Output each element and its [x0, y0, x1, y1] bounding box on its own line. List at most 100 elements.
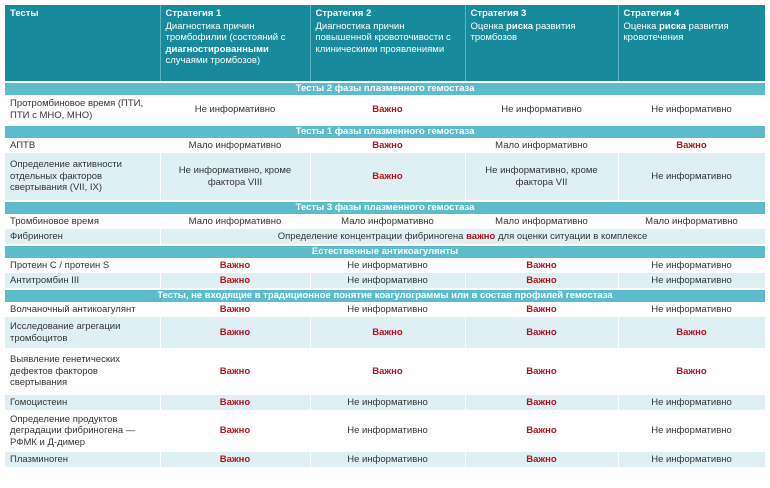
assessment-strategy-2: Важно: [310, 348, 466, 395]
assessment-strategy-1: Не информативно: [160, 95, 311, 125]
section-row: Тесты, не входящие в традиционное поняти…: [5, 288, 765, 302]
header-strategy-4: Стратегия 4 Оценка риска развития кровоте…: [618, 5, 765, 82]
assessment-strategy-3: Мало информативно: [465, 138, 619, 153]
test-name: Исследование агрегации тромбоцитов: [5, 317, 161, 348]
strategy-name: Стратегия 2: [315, 8, 372, 19]
text-part: Оценка: [623, 20, 660, 32]
text-part: развития кровотечения: [623, 20, 729, 44]
assessment-strategy-3: Важно: [465, 348, 619, 395]
section-title: Тесты 1 фазы плазменного гемостаза: [5, 124, 765, 138]
assessment-strategy-4: Не информативно: [618, 302, 766, 317]
section-row: Естественные антикоагулянты: [5, 244, 765, 258]
assessment-strategy-2: Не информативно: [310, 410, 466, 452]
section-row: Тесты 2 фазы плазменного гемостаза: [5, 81, 765, 95]
table-row: Волчаночный антикоагулянт Важно Не информа…: [5, 302, 766, 317]
test-name: Волчаночный антикоагулянт: [5, 302, 161, 317]
assessment-strategy-4: Не информативно: [618, 258, 766, 273]
assessment-strategy-2: Не информативно: [310, 258, 466, 273]
strategy-description: Диагностика причин повышенной кровоточив…: [316, 21, 451, 55]
assessment-strategy-1: Мало информативно: [160, 214, 311, 229]
assessment-strategy-3: Не информативно, кроме фактора VII: [465, 153, 619, 201]
test-name: АПТВ: [5, 138, 161, 153]
assessment-strategy-3: Важно: [465, 452, 619, 467]
table-row: Тромбиновое время Мало информативно Мало и…: [5, 214, 766, 229]
table-row: АПТВ Мало информативно Важно Мало информати…: [5, 138, 766, 153]
strategy-name: Стратегия 3: [470, 8, 527, 19]
strategy-name: Стратегия 4: [623, 8, 680, 19]
test-name: Тромбиновое время: [5, 214, 161, 229]
text-part: Оценка: [470, 20, 507, 32]
table-row: Выявление генетических дефектов факторов…: [5, 348, 766, 395]
assessment-strategy-3: Не информативно: [465, 95, 619, 125]
emphasis-text: риска: [506, 20, 534, 32]
assessment-strategy-4: Не информативно: [618, 410, 766, 452]
test-name: Протромбиновое время (ПТИ, ПТИ с МНО, МН…: [5, 95, 161, 125]
assessment-strategy-2: Важно: [310, 95, 466, 125]
strategy-description: Оценка риска развития тромбозов: [471, 21, 576, 44]
assessment-strategy-2: Важно: [310, 317, 466, 348]
table-row: Плазминоген Важно Не информативно Важно Не и…: [5, 452, 766, 467]
assessment-strategy-1: Важно: [160, 348, 311, 395]
assessment-strategy-2: Не информативно: [310, 395, 466, 410]
assessment-strategy-2: Важно: [310, 138, 466, 153]
test-name: Антитромбин III: [5, 273, 161, 289]
test-name: Плазминоген: [5, 452, 161, 467]
assessment-strategy-1: Важно: [160, 273, 311, 289]
assessment-strategy-4: Не информативно: [618, 395, 766, 410]
text-part: развития тромбозов: [470, 20, 576, 44]
assessment-strategy-4: Важно: [618, 138, 766, 153]
test-name: Гомоцистеин: [5, 395, 161, 410]
test-name: Выявление генетических дефектов факторов…: [5, 348, 161, 395]
table-row: Определение активности отдельных факторо…: [5, 153, 766, 201]
table-row: Протромбиновое время (ПТИ, ПТИ с МНО, МН…: [5, 95, 766, 125]
header-tests: Тесты: [5, 5, 161, 82]
assessment-strategy-2: Не информативно: [310, 452, 466, 467]
table-row: Гомоцистеин Важно Не информативно Важно Не и…: [5, 395, 766, 410]
test-name: Определение активности отдельных факторо…: [5, 153, 161, 201]
section-title: Тесты 2 фазы плазменного гемостаза: [5, 81, 765, 95]
assessment-strategy-3: Мало информативно: [465, 214, 619, 229]
text-part: Диагностика причин тромбофилии (состояни…: [165, 20, 286, 44]
combined-assessment: Определение концентрации фибриногена важ…: [160, 229, 766, 245]
assessment-strategy-1: Мало информативно: [160, 138, 311, 153]
assessment-strategy-4: Не информативно: [618, 95, 766, 125]
assessment-strategy-3: Важно: [465, 395, 619, 410]
assessment-strategy-1: Важно: [160, 317, 311, 348]
section-title: Тесты, не входящие в традиционное поняти…: [5, 288, 765, 302]
text-part: Диагностика причин повышенной кровоточив…: [315, 20, 451, 55]
assessment-strategy-4: Мало информативно: [618, 214, 766, 229]
assessment-strategy-2: Важно: [310, 153, 466, 201]
assessment-strategy-3: Важно: [465, 258, 619, 273]
assessment-strategy-2: Не информативно: [310, 273, 466, 289]
table-row: Исследование агрегации тромбоцитов Важно В…: [5, 317, 766, 348]
test-name: Протеин C / протеин S: [5, 258, 161, 273]
assessment-strategy-4: Не информативно: [618, 273, 766, 289]
assessment-strategy-2: Мало информативно: [310, 214, 466, 229]
assessment-strategy-1: Важно: [160, 258, 311, 273]
assessment-strategy-3: Важно: [465, 317, 619, 348]
header-strategy-1: Стратегия 1 Диагностика причин тромбофили…: [160, 5, 311, 82]
text-part: для оценки ситуации в комплексе: [495, 230, 648, 242]
assessment-strategy-4: Важно: [618, 348, 766, 395]
header-row: Тесты Стратегия 1 Диагностика причин тром…: [5, 5, 765, 82]
assessment-strategy-4: Не информативно: [618, 153, 766, 201]
strategy-name: Стратегия 1: [165, 8, 222, 19]
assessment-strategy-1: Важно: [160, 302, 311, 317]
table-row: Протеин C / протеин S Важно Не информативн…: [5, 258, 766, 273]
strategy-description: Диагностика причин тромбофилии (состояни…: [166, 21, 286, 67]
section-title: Тесты 3 фазы плазменного гемостаза: [5, 200, 765, 214]
assessment-strategy-3: Важно: [465, 410, 619, 452]
text-part: Определение концентрации фибриногена: [277, 230, 467, 242]
assessment-strategy-3: Важно: [465, 273, 619, 289]
strategy-description: Оценка риска развития кровотечения: [624, 21, 729, 44]
emphasis-text: важно: [466, 230, 496, 242]
assessment-strategy-4: Важно: [618, 317, 766, 348]
emphasis-text: диагностированными: [165, 43, 269, 55]
assessment-strategy-3: Важно: [465, 302, 619, 317]
table-row: Антитромбин III Важно Не информативно Важно…: [5, 273, 766, 289]
assessment-strategy-1: Не информативно, кроме фактора VIII: [160, 153, 311, 201]
assessment-strategy-2: Не информативно: [310, 302, 466, 317]
test-name: Фибриноген: [5, 229, 161, 245]
table-body: Тесты 2 фазы плазменного гемостаза Протро…: [5, 81, 766, 467]
section-title: Естественные антикоагулянты: [5, 244, 765, 258]
